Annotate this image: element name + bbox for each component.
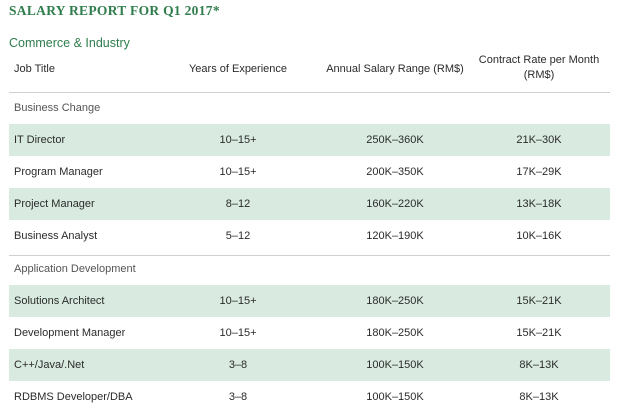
table-row: Business Analyst 5–12 120K–190K 10K–16K [9,220,610,252]
cell-salary: 120K–190K [366,230,424,242]
table-row: Project Manager 8–12 160K–220K 13K–18K [9,188,610,220]
group-label-business-change: Business Change [14,102,101,114]
cell-salary: 100K–150K [366,359,424,371]
cell-salary: 180K–250K [366,327,424,339]
cell-salary: 100K–150K [366,391,424,403]
cell-rate: 17K–29K [516,166,562,178]
section-title: Commerce & Industry [9,36,130,50]
cell-job-title: IT Director [14,134,66,146]
header-contract-rate-line1: Contract Rate per Month [478,54,600,66]
cell-salary: 180K–250K [366,295,424,307]
cell-years: 10–15+ [219,134,257,146]
group-label-application-development: Application Development [14,263,136,275]
cell-job-title: Program Manager [14,166,103,178]
header-years-experience: Years of Experience [188,63,288,75]
cell-years: 3–8 [228,359,248,371]
page-title: SALARY REPORT FOR Q1 2017* [9,3,220,18]
table-row: Development Manager 10–15+ 180K–250K 15K… [9,317,610,349]
cell-job-title: Development Manager [14,327,126,339]
header-contract-rate: Contract Rate per Month (RM$) [470,53,608,83]
table-row: C++/Java/.Net 3–8 100K–150K 8K–13K [9,349,610,381]
header-salary-range: Annual Salary Range (RM$) [326,63,464,75]
header-contract-rate-line2: (RM$) [523,69,555,81]
cell-years: 10–15+ [219,327,257,339]
cell-rate: 21K–30K [516,134,562,146]
cell-rate: 13K–18K [516,198,562,210]
table-row: Program Manager 10–15+ 200K–350K 17K–29K [9,156,610,188]
cell-salary: 200K–350K [366,166,424,178]
cell-job-title: Solutions Architect [14,295,105,307]
cell-years: 10–15+ [219,166,257,178]
cell-job-title: Business Analyst [14,230,98,242]
table-row: IT Director 10–15+ 250K–360K 21K–30K [9,124,610,156]
cell-job-title: Project Manager [14,198,95,210]
table-divider [9,255,610,256]
cell-rate: 8K–13K [519,391,559,403]
cell-salary: 250K–360K [366,134,424,146]
cell-years: 3–8 [228,391,248,403]
table-row: RDBMS Developer/DBA 3–8 100K–150K 8K–13K [9,381,610,413]
cell-rate: 10K–16K [516,230,562,242]
cell-rate: 15K–21K [516,327,562,339]
cell-rate: 15K–21K [516,295,562,307]
table-row: Solutions Architect 10–15+ 180K–250K 15K… [9,285,610,317]
cell-job-title: RDBMS Developer/DBA [14,391,133,403]
cell-job-title: C++/Java/.Net [14,359,85,371]
cell-rate: 8K–13K [519,359,559,371]
table-header: Job Title Years of Experience Annual Sal… [0,53,621,91]
table-divider [9,92,610,93]
header-job-title: Job Title [14,63,55,75]
cell-salary: 160K–220K [366,198,424,210]
cell-years: 5–12 [225,230,251,242]
cell-years: 10–15+ [219,295,257,307]
cell-years: 8–12 [225,198,251,210]
